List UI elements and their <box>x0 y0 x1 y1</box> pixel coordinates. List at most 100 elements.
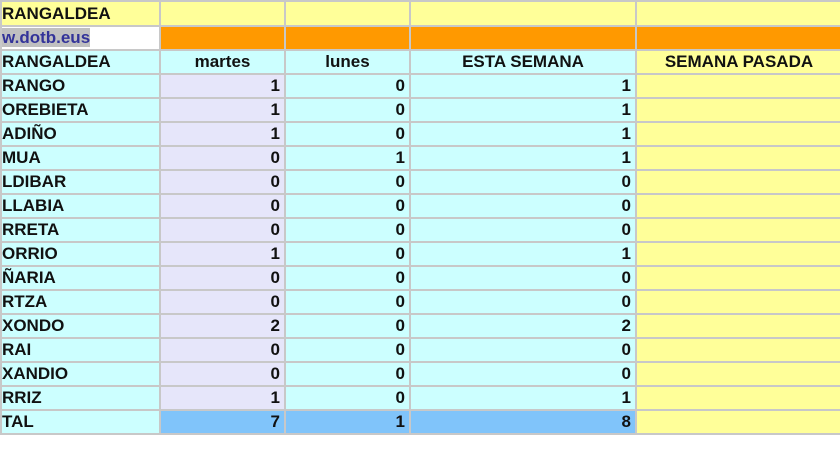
cell[interactable] <box>635 241 840 267</box>
cell[interactable]: 0 <box>284 73 411 99</box>
header-cell[interactable]: ESTA SEMANA <box>409 49 637 75</box>
cell[interactable]: 1 <box>409 73 637 99</box>
cell[interactable] <box>635 289 840 315</box>
cell[interactable]: ÑARIA <box>0 265 161 291</box>
table-row: MUA 0 1 1 <box>0 145 840 171</box>
cell[interactable]: RTZA <box>0 289 161 315</box>
header-cell[interactable]: RANGALDEA <box>0 49 161 75</box>
cell[interactable] <box>635 217 840 243</box>
cell[interactable]: 0 <box>409 361 637 387</box>
cell[interactable]: 0 <box>409 289 637 315</box>
cell[interactable]: 1 <box>409 121 637 147</box>
cell[interactable] <box>635 361 840 387</box>
cell[interactable]: 1 <box>284 409 411 435</box>
cell[interactable]: 0 <box>159 145 286 171</box>
cell[interactable]: LDIBAR <box>0 169 161 195</box>
cell[interactable]: 0 <box>409 193 637 219</box>
cell[interactable]: 0 <box>284 337 411 363</box>
table-row: LDIBAR 0 0 0 <box>0 169 840 195</box>
cell[interactable]: 8 <box>409 409 637 435</box>
cell[interactable]: 1 <box>409 145 637 171</box>
table-row: ORRIO 1 0 1 <box>0 241 840 267</box>
table-row: ADIÑO 1 0 1 <box>0 121 840 147</box>
cell[interactable]: XONDO <box>0 313 161 339</box>
cell[interactable] <box>284 0 411 27</box>
cell[interactable]: 1 <box>409 97 637 123</box>
cell[interactable]: 0 <box>159 337 286 363</box>
table-row: XONDO 2 0 2 <box>0 313 840 339</box>
cell[interactable] <box>635 97 840 123</box>
cell[interactable]: RAI <box>0 337 161 363</box>
title-cell[interactable]: RANGALDEA <box>0 0 161 27</box>
cell[interactable]: 7 <box>159 409 286 435</box>
cell[interactable]: RRETA <box>0 217 161 243</box>
cell[interactable]: 0 <box>284 289 411 315</box>
cell[interactable]: LLABIA <box>0 193 161 219</box>
cell[interactable]: XANDIO <box>0 361 161 387</box>
cell[interactable]: 1 <box>159 241 286 267</box>
cell[interactable]: MUA <box>0 145 161 171</box>
cell[interactable]: 0 <box>284 361 411 387</box>
header-cell[interactable]: SEMANA PASADA <box>635 49 840 75</box>
cell[interactable]: 0 <box>284 313 411 339</box>
cell[interactable]: 1 <box>409 385 637 411</box>
cell[interactable] <box>635 337 840 363</box>
cell[interactable]: 0 <box>284 385 411 411</box>
cell[interactable]: 1 <box>159 97 286 123</box>
cell[interactable]: 0 <box>159 265 286 291</box>
cell[interactable] <box>635 145 840 171</box>
cell[interactable]: 1 <box>409 241 637 267</box>
cell[interactable]: ORRIO <box>0 241 161 267</box>
cell[interactable]: ADIÑO <box>0 121 161 147</box>
cell[interactable]: 0 <box>159 361 286 387</box>
cell[interactable]: 0 <box>409 337 637 363</box>
cell[interactable] <box>635 385 840 411</box>
cell[interactable] <box>635 121 840 147</box>
cell[interactable]: 1 <box>159 121 286 147</box>
website-link[interactable]: w.dotb.eus <box>2 28 91 47</box>
cell[interactable] <box>635 73 840 99</box>
cell[interactable]: TAL <box>0 409 161 435</box>
cell[interactable]: 0 <box>409 265 637 291</box>
cell[interactable]: 0 <box>159 193 286 219</box>
cell[interactable]: OREBIETA <box>0 97 161 123</box>
cell[interactable]: 0 <box>284 169 411 195</box>
cell[interactable] <box>635 193 840 219</box>
cell[interactable] <box>409 0 637 27</box>
cell[interactable]: 0 <box>284 265 411 291</box>
cell[interactable] <box>635 169 840 195</box>
cell[interactable]: 0 <box>159 289 286 315</box>
cell[interactable]: 0 <box>409 217 637 243</box>
link-row: w.dotb.eus <box>0 25 840 51</box>
cell[interactable] <box>635 0 840 27</box>
cell[interactable]: 0 <box>284 97 411 123</box>
cell[interactable]: 1 <box>159 385 286 411</box>
cell[interactable] <box>284 25 411 51</box>
header-cell[interactable]: lunes <box>284 49 411 75</box>
cell[interactable]: 0 <box>284 121 411 147</box>
cell[interactable]: 0 <box>159 169 286 195</box>
cell[interactable] <box>409 25 637 51</box>
table-row: ÑARIA 0 0 0 <box>0 265 840 291</box>
cell[interactable]: 2 <box>159 313 286 339</box>
cell[interactable]: 0 <box>284 241 411 267</box>
cell[interactable]: 0 <box>284 193 411 219</box>
header-cell[interactable]: martes <box>159 49 286 75</box>
cell[interactable]: 1 <box>284 145 411 171</box>
cell[interactable]: 0 <box>409 169 637 195</box>
cell[interactable] <box>635 313 840 339</box>
cell[interactable] <box>159 25 286 51</box>
table-row: RAI 0 0 0 <box>0 337 840 363</box>
cell[interactable] <box>159 0 286 27</box>
cell[interactable]: 0 <box>284 217 411 243</box>
cell[interactable] <box>635 265 840 291</box>
cell[interactable] <box>635 25 840 51</box>
cell[interactable]: 2 <box>409 313 637 339</box>
link-cell[interactable]: w.dotb.eus <box>0 25 161 51</box>
title-row: RANGALDEA <box>0 0 840 27</box>
cell[interactable]: 1 <box>159 73 286 99</box>
cell[interactable]: RRIZ <box>0 385 161 411</box>
cell[interactable]: 0 <box>159 217 286 243</box>
cell[interactable]: RANGO <box>0 73 161 99</box>
cell[interactable] <box>635 409 840 435</box>
